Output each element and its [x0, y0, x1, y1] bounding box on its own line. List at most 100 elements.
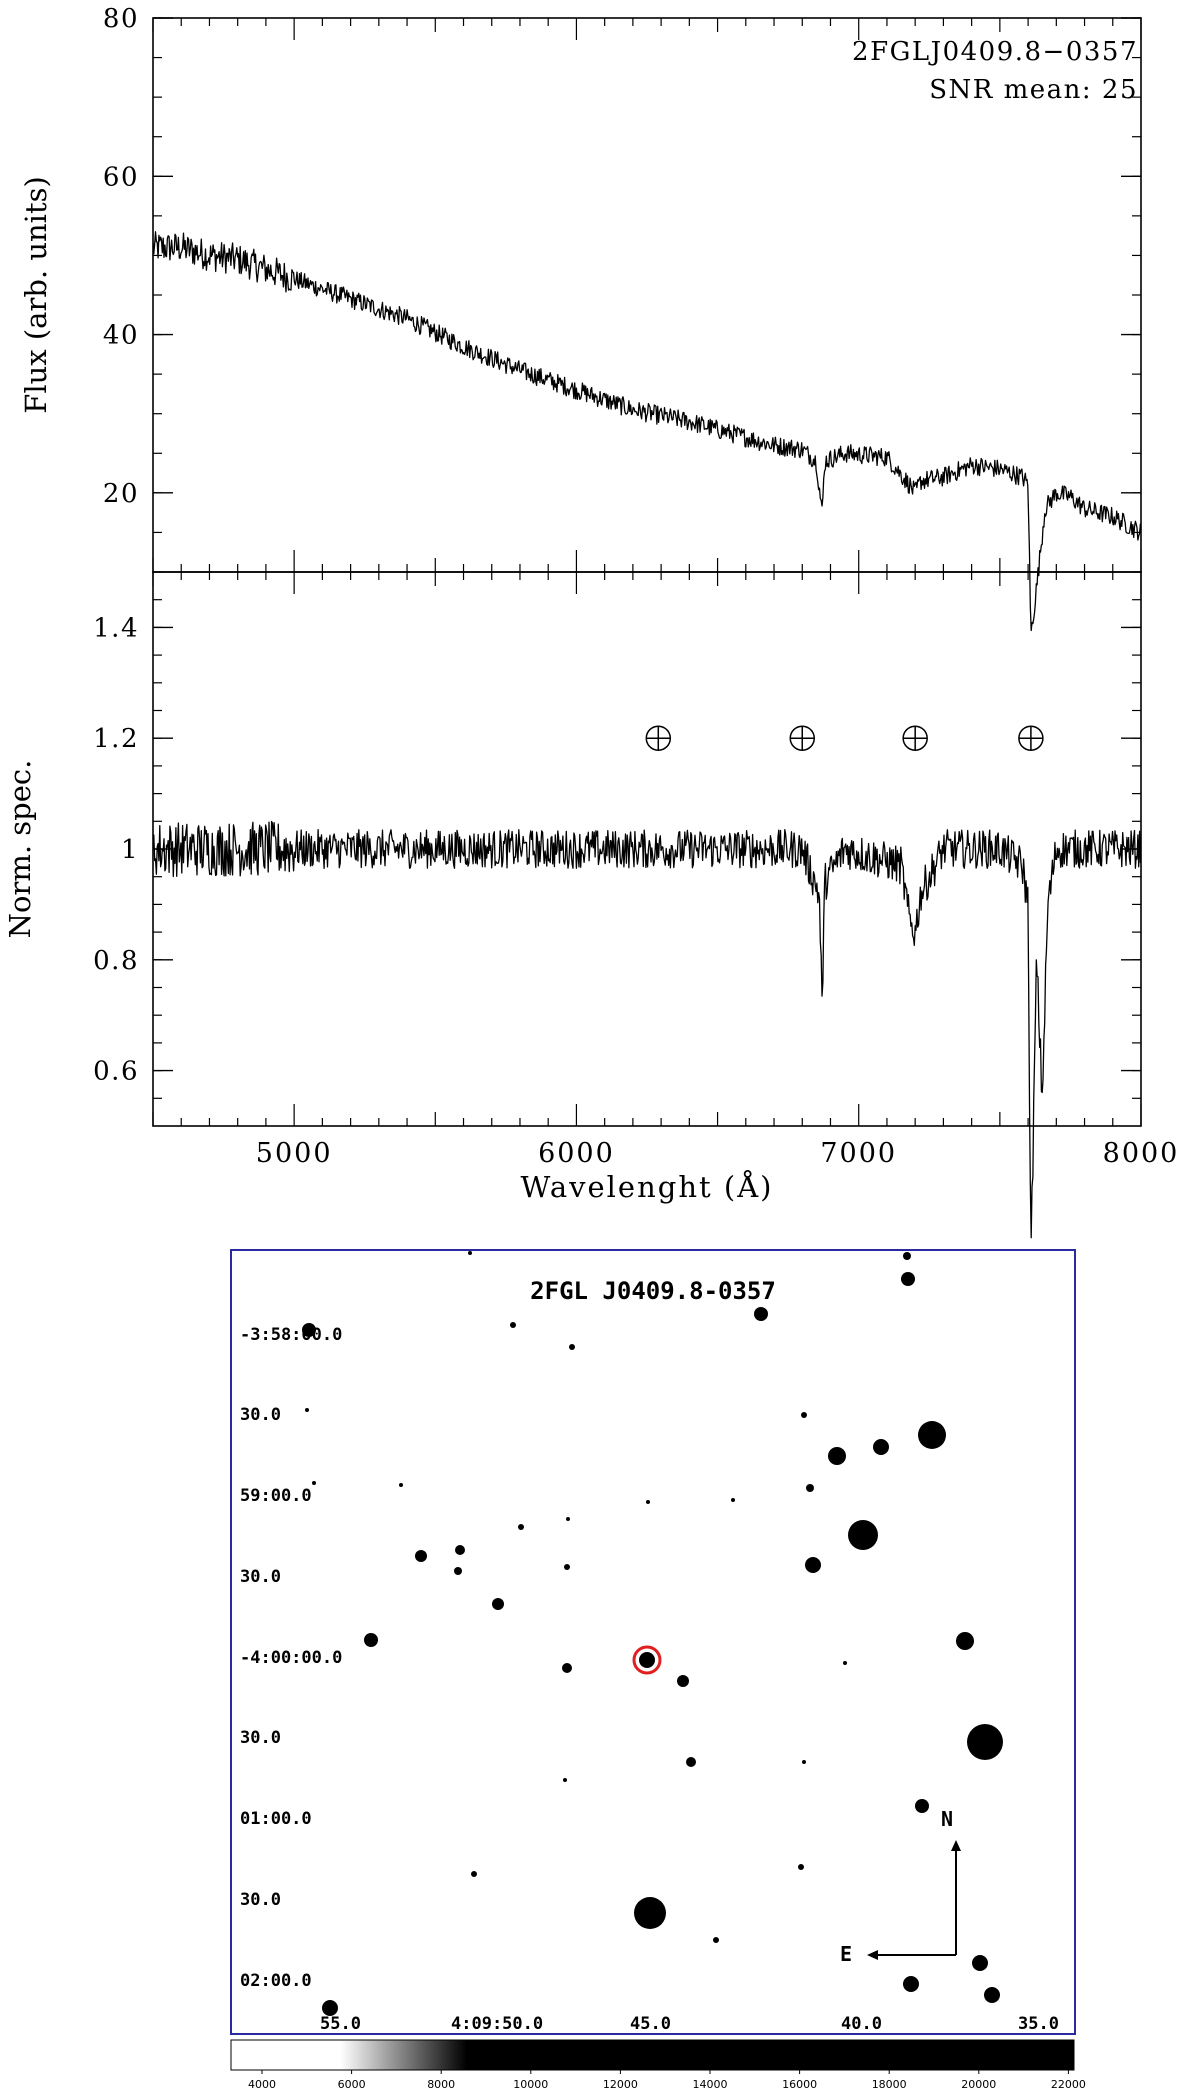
star — [566, 1517, 570, 1521]
normalized-spectrum-line — [152, 820, 1142, 1239]
colorbar-tick-label: 10000 — [513, 2078, 548, 2091]
colorbar — [230, 2039, 1075, 2071]
dec-label: 01:00.0 — [240, 1809, 312, 1829]
star — [569, 1344, 575, 1350]
flux-x-ticks — [152, 18, 1142, 572]
norm-panel: 0.6 0.8 1 1.2 1.4 5000 6000 7000 8000 Norm. spe… — [3, 571, 1180, 1239]
source-name-annotation: 2FGLJ0409.8−0357 — [852, 37, 1138, 67]
star — [956, 1632, 974, 1650]
y-tick-label: 1 — [121, 835, 139, 865]
star — [828, 1447, 846, 1465]
dec-label: 30.0 — [240, 1405, 281, 1425]
x-axis-label: Wavelenght (Å) — [521, 1169, 774, 1204]
star — [798, 1864, 804, 1870]
star — [305, 1408, 309, 1412]
x-tick-label: 6000 — [538, 1138, 615, 1169]
x-tick-label: 7000 — [820, 1138, 897, 1169]
finding-chart-title: 2FGL J0409.8-0357 — [530, 1277, 776, 1305]
star — [984, 1987, 1000, 2003]
dec-label: 30.0 — [240, 1567, 281, 1587]
star — [564, 1564, 570, 1570]
star — [903, 1976, 919, 1992]
star — [322, 2000, 338, 2016]
star — [802, 1760, 806, 1764]
colorbar-ticks: 4000 6000 8000 10000 12000 14000 16000 18000 200… — [248, 2070, 1086, 2091]
norm-x-ticks: 5000 6000 7000 8000 — [152, 572, 1180, 1169]
star — [918, 1421, 946, 1449]
y-tick-label: 0.8 — [93, 946, 139, 976]
norm-y-ticks: 0.6 0.8 1 1.2 1.4 — [93, 571, 1141, 1099]
dec-label: -3:58:00.0 — [240, 1325, 342, 1345]
star — [873, 1439, 889, 1455]
flux-panel: 20 40 60 80 2FGLJ0409.8−0357 SNR mean: 25 F… — [19, 4, 1142, 632]
dec-label: -4:00:00.0 — [240, 1648, 342, 1668]
star-field — [302, 1251, 1003, 2016]
star — [805, 1557, 821, 1573]
colorbar-tick-label: 4000 — [248, 2078, 276, 2091]
y-tick-label: 1.2 — [93, 724, 139, 754]
telluric-markers — [645, 725, 1044, 751]
colorbar-tick-label: 6000 — [338, 2078, 366, 2091]
star — [471, 1871, 477, 1877]
y-tick-label: 20 — [103, 479, 139, 509]
star — [454, 1567, 462, 1575]
x-tick-label: 8000 — [1103, 1138, 1180, 1169]
star — [646, 1500, 650, 1504]
north-arrowhead-icon — [951, 1840, 961, 1851]
y-tick-label: 1.4 — [93, 613, 139, 643]
star — [903, 1252, 911, 1260]
star — [972, 1955, 988, 1971]
north-label: N — [941, 1807, 953, 1831]
colorbar-tick-label: 18000 — [872, 2078, 907, 2091]
star — [843, 1661, 847, 1665]
target-marker-ring — [632, 1645, 662, 1675]
finding-chart: 2FGL J0409.8-0357 -3:58:00.0 30.0 59:00.… — [230, 1249, 1086, 2091]
colorbar-tick-label: 20000 — [961, 2078, 996, 2091]
compass: N E — [840, 1807, 961, 1966]
x-tick-label: 5000 — [256, 1138, 333, 1169]
star — [806, 1484, 814, 1492]
star — [634, 1897, 666, 1929]
star — [415, 1550, 427, 1562]
star — [731, 1498, 735, 1502]
dec-label: 59:00.0 — [240, 1486, 312, 1506]
star — [455, 1545, 465, 1555]
star — [399, 1483, 403, 1487]
star — [562, 1663, 572, 1673]
east-arrowhead-icon — [867, 1950, 878, 1960]
star — [518, 1524, 524, 1530]
flux-spectrum-line — [152, 231, 1142, 632]
dec-label: 02:00.0 — [240, 1971, 312, 1991]
flux-y-axis-label: Flux (arb. units) — [19, 176, 53, 414]
colorbar-tick-label: 22000 — [1051, 2078, 1086, 2091]
ra-label: 4:09:50.0 — [451, 2014, 543, 2034]
star — [848, 1520, 878, 1550]
ra-label: 40.0 — [841, 2014, 882, 2034]
colorbar-tick-label: 8000 — [427, 2078, 455, 2091]
y-tick-label: 60 — [103, 162, 139, 192]
colorbar-tick-label: 16000 — [782, 2078, 817, 2091]
star — [312, 1481, 316, 1485]
star — [677, 1675, 689, 1687]
flux-y-ticks: 20 40 60 80 — [103, 4, 1141, 534]
colorbar-tick-label: 12000 — [603, 2078, 638, 2091]
dec-label: 30.0 — [240, 1890, 281, 1910]
star — [302, 1323, 316, 1337]
ra-label: 35.0 — [1018, 2014, 1059, 2034]
declination-labels: -3:58:00.0 30.0 59:00.0 30.0 -4:00:00.0 … — [240, 1325, 342, 1991]
east-label: E — [840, 1942, 852, 1966]
star — [468, 1251, 472, 1255]
ra-label: 55.0 — [320, 2014, 361, 2034]
dec-label: 30.0 — [240, 1728, 281, 1748]
star — [801, 1412, 807, 1418]
y-tick-label: 80 — [103, 4, 139, 34]
star — [713, 1937, 719, 1943]
star — [754, 1307, 768, 1321]
y-tick-label: 0.6 — [93, 1057, 139, 1087]
colorbar-tick-label: 14000 — [693, 2078, 728, 2091]
star — [510, 1322, 516, 1328]
y-tick-label: 40 — [103, 321, 139, 351]
star — [686, 1757, 696, 1767]
star — [639, 1652, 655, 1668]
